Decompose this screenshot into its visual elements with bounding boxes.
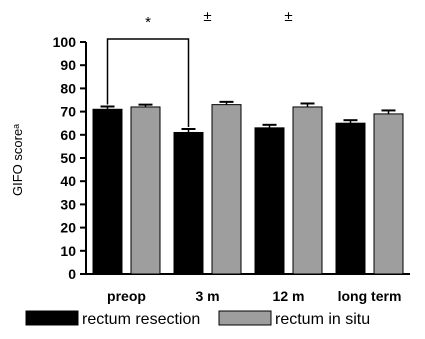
bar-rectum-resection-3-m <box>173 131 204 275</box>
legend-swatch <box>218 310 272 326</box>
legend-swatch <box>25 310 79 326</box>
significance-marker: ± <box>203 8 211 25</box>
y-tick-label: 30 <box>60 196 76 212</box>
bar-rectum-in-situ-3-m <box>211 104 242 275</box>
y-tick-label: 0 <box>68 266 76 282</box>
annotations: * ± ± <box>106 8 293 127</box>
bar-rectum-in-situ-long-term <box>373 113 404 275</box>
bar-rectum-in-situ-12-m <box>292 106 323 275</box>
y-tick-label: 100 <box>53 34 77 50</box>
x-tick-label: long term <box>338 288 402 304</box>
legend-label: rectum in situ <box>275 311 370 328</box>
y-tick-label: 80 <box>60 80 76 96</box>
y-tick-label: 90 <box>60 57 76 73</box>
significance-marker: * <box>145 14 151 31</box>
y-axis-label: GIFO scoreᵃ <box>10 124 25 196</box>
x-tick-label: preop <box>107 288 146 304</box>
x-tick-label: 3 m <box>195 288 219 304</box>
legend-label: rectum resection <box>82 311 200 328</box>
y-tick-label: 40 <box>60 173 76 189</box>
y-tick-label: 60 <box>60 127 76 143</box>
y-tick-label: 20 <box>60 220 76 236</box>
y-tick-label: 70 <box>60 104 76 120</box>
bar-rectum-in-situ-preop <box>130 106 161 275</box>
bar-rectum-resection-long-term <box>335 122 366 275</box>
bars <box>92 100 404 275</box>
bar-rectum-resection-preop <box>92 108 123 275</box>
y-tick-label: 50 <box>60 150 76 166</box>
axes: 0 10 20 30 40 50 60 70 80 90 100 preop 3 m 12 m long t… <box>53 34 410 304</box>
significance-bracket <box>106 38 190 127</box>
bar-rectum-resection-12-m <box>254 127 285 275</box>
y-tick-label: 10 <box>60 243 76 259</box>
legend: rectum resection rectum in situ <box>25 310 370 328</box>
significance-marker: ± <box>284 8 292 25</box>
x-tick-label: 12 m <box>273 288 305 304</box>
